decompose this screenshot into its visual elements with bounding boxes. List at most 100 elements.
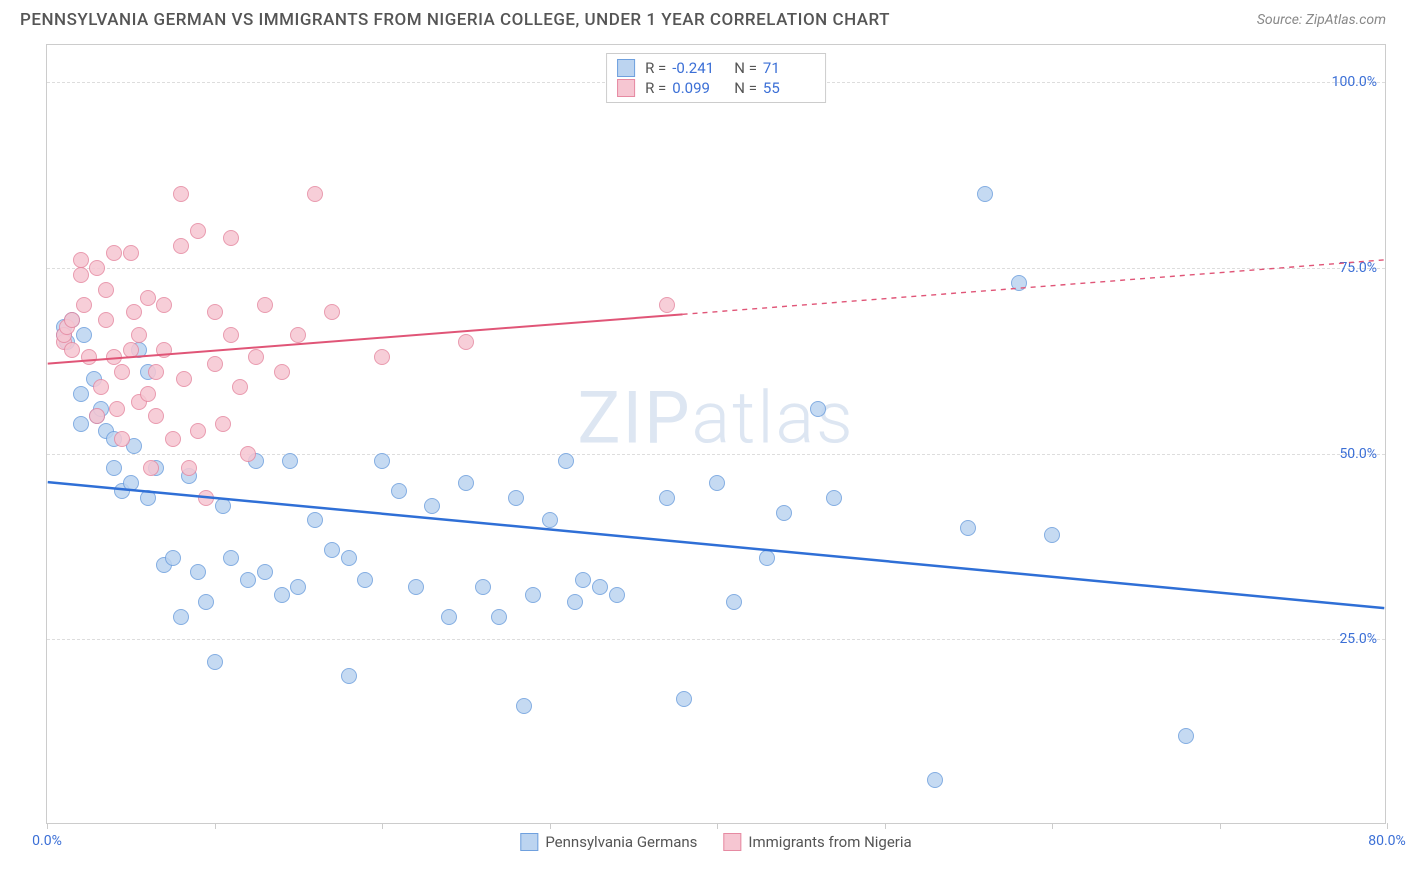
bottom-legend: Pennsylvania Germans Immigrants from Nig…: [520, 833, 911, 851]
data-point: [491, 609, 507, 625]
data-point: [282, 453, 298, 469]
data-point: [290, 327, 306, 343]
legend-label-blue: Pennsylvania Germans: [545, 833, 697, 851]
y-tick-label: 50.0%: [1339, 446, 1377, 462]
data-point: [592, 579, 608, 595]
legend-label-pink: Immigrants from Nigeria: [748, 833, 911, 851]
data-point: [215, 498, 231, 514]
data-point: [148, 408, 164, 424]
data-point: [89, 260, 105, 276]
stat-n-blue: 71: [763, 59, 815, 77]
stat-n-pink: 55: [763, 79, 815, 97]
data-point: [173, 609, 189, 625]
data-point: [374, 453, 390, 469]
data-point: [726, 594, 742, 610]
y-tick-label: 25.0%: [1339, 631, 1377, 647]
data-point: [977, 186, 993, 202]
data-point: [274, 364, 290, 380]
x-tick: [1220, 823, 1221, 829]
data-point: [73, 416, 89, 432]
data-point: [357, 572, 373, 588]
data-point: [140, 290, 156, 306]
legend-item-pink: Immigrants from Nigeria: [723, 833, 911, 851]
data-point: [240, 572, 256, 588]
stat-n-label: N =: [734, 59, 757, 77]
swatch-blue: [617, 59, 635, 77]
data-point: [810, 401, 826, 417]
data-point: [106, 245, 122, 261]
data-point: [575, 572, 591, 588]
data-point: [198, 490, 214, 506]
x-tick: [215, 823, 216, 829]
data-point: [458, 475, 474, 491]
data-point: [176, 371, 192, 387]
data-point: [240, 446, 256, 462]
data-point: [165, 550, 181, 566]
data-point: [81, 349, 97, 365]
data-point: [123, 342, 139, 358]
data-point: [558, 453, 574, 469]
data-point: [307, 186, 323, 202]
data-point: [76, 297, 92, 313]
data-point: [826, 490, 842, 506]
data-point: [156, 342, 172, 358]
x-tick-label: 0.0%: [32, 833, 62, 849]
data-point: [207, 654, 223, 670]
data-point: [106, 349, 122, 365]
data-point: [324, 542, 340, 558]
legend-swatch-blue: [520, 833, 538, 851]
data-point: [173, 238, 189, 254]
stats-row-pink: R = 0.099 N = 55: [617, 78, 815, 98]
data-point: [324, 304, 340, 320]
data-point: [232, 379, 248, 395]
data-point: [190, 223, 206, 239]
data-point: [257, 297, 273, 313]
data-point: [114, 364, 130, 380]
x-tick: [885, 823, 886, 829]
data-point: [290, 579, 306, 595]
x-tick: [550, 823, 551, 829]
data-point: [257, 564, 273, 580]
data-point: [123, 245, 139, 261]
chart-area: ZIPatlas R = -0.241 N = 71 R = 0.099 N =…: [46, 44, 1386, 824]
data-point: [374, 349, 390, 365]
data-point: [109, 401, 125, 417]
data-point: [424, 498, 440, 514]
data-point: [89, 408, 105, 424]
x-tick: [717, 823, 718, 829]
data-point: [123, 475, 139, 491]
stats-legend-box: R = -0.241 N = 71 R = 0.099 N = 55: [606, 53, 826, 103]
watermark: ZIPatlas: [577, 376, 854, 461]
data-point: [341, 550, 357, 566]
data-point: [508, 490, 524, 506]
data-point: [73, 252, 89, 268]
data-point: [198, 594, 214, 610]
data-point: [391, 483, 407, 499]
y-tick-label: 100.0%: [1332, 74, 1377, 90]
data-point: [341, 668, 357, 684]
data-point: [148, 364, 164, 380]
swatch-pink: [617, 79, 635, 97]
stat-r-label: R =: [645, 59, 666, 77]
data-point: [207, 304, 223, 320]
data-point: [709, 475, 725, 491]
chart-source: Source: ZipAtlas.com: [1257, 12, 1386, 28]
legend-item-blue: Pennsylvania Germans: [520, 833, 697, 851]
stat-r-pink: 0.099: [672, 79, 724, 97]
stat-r-blue: -0.241: [672, 59, 724, 77]
data-point: [223, 550, 239, 566]
x-tick-label: 80.0%: [1368, 833, 1406, 849]
data-point: [248, 349, 264, 365]
data-point: [207, 356, 223, 372]
data-point: [98, 282, 114, 298]
data-point: [1044, 527, 1060, 543]
stat-r-label: R =: [645, 79, 666, 97]
data-point: [659, 490, 675, 506]
data-point: [131, 327, 147, 343]
x-tick: [1387, 823, 1388, 829]
chart-title: PENNSYLVANIA GERMAN VS IMMIGRANTS FROM N…: [20, 10, 890, 30]
data-point: [93, 379, 109, 395]
data-point: [223, 327, 239, 343]
legend-swatch-pink: [723, 833, 741, 851]
data-point: [165, 431, 181, 447]
